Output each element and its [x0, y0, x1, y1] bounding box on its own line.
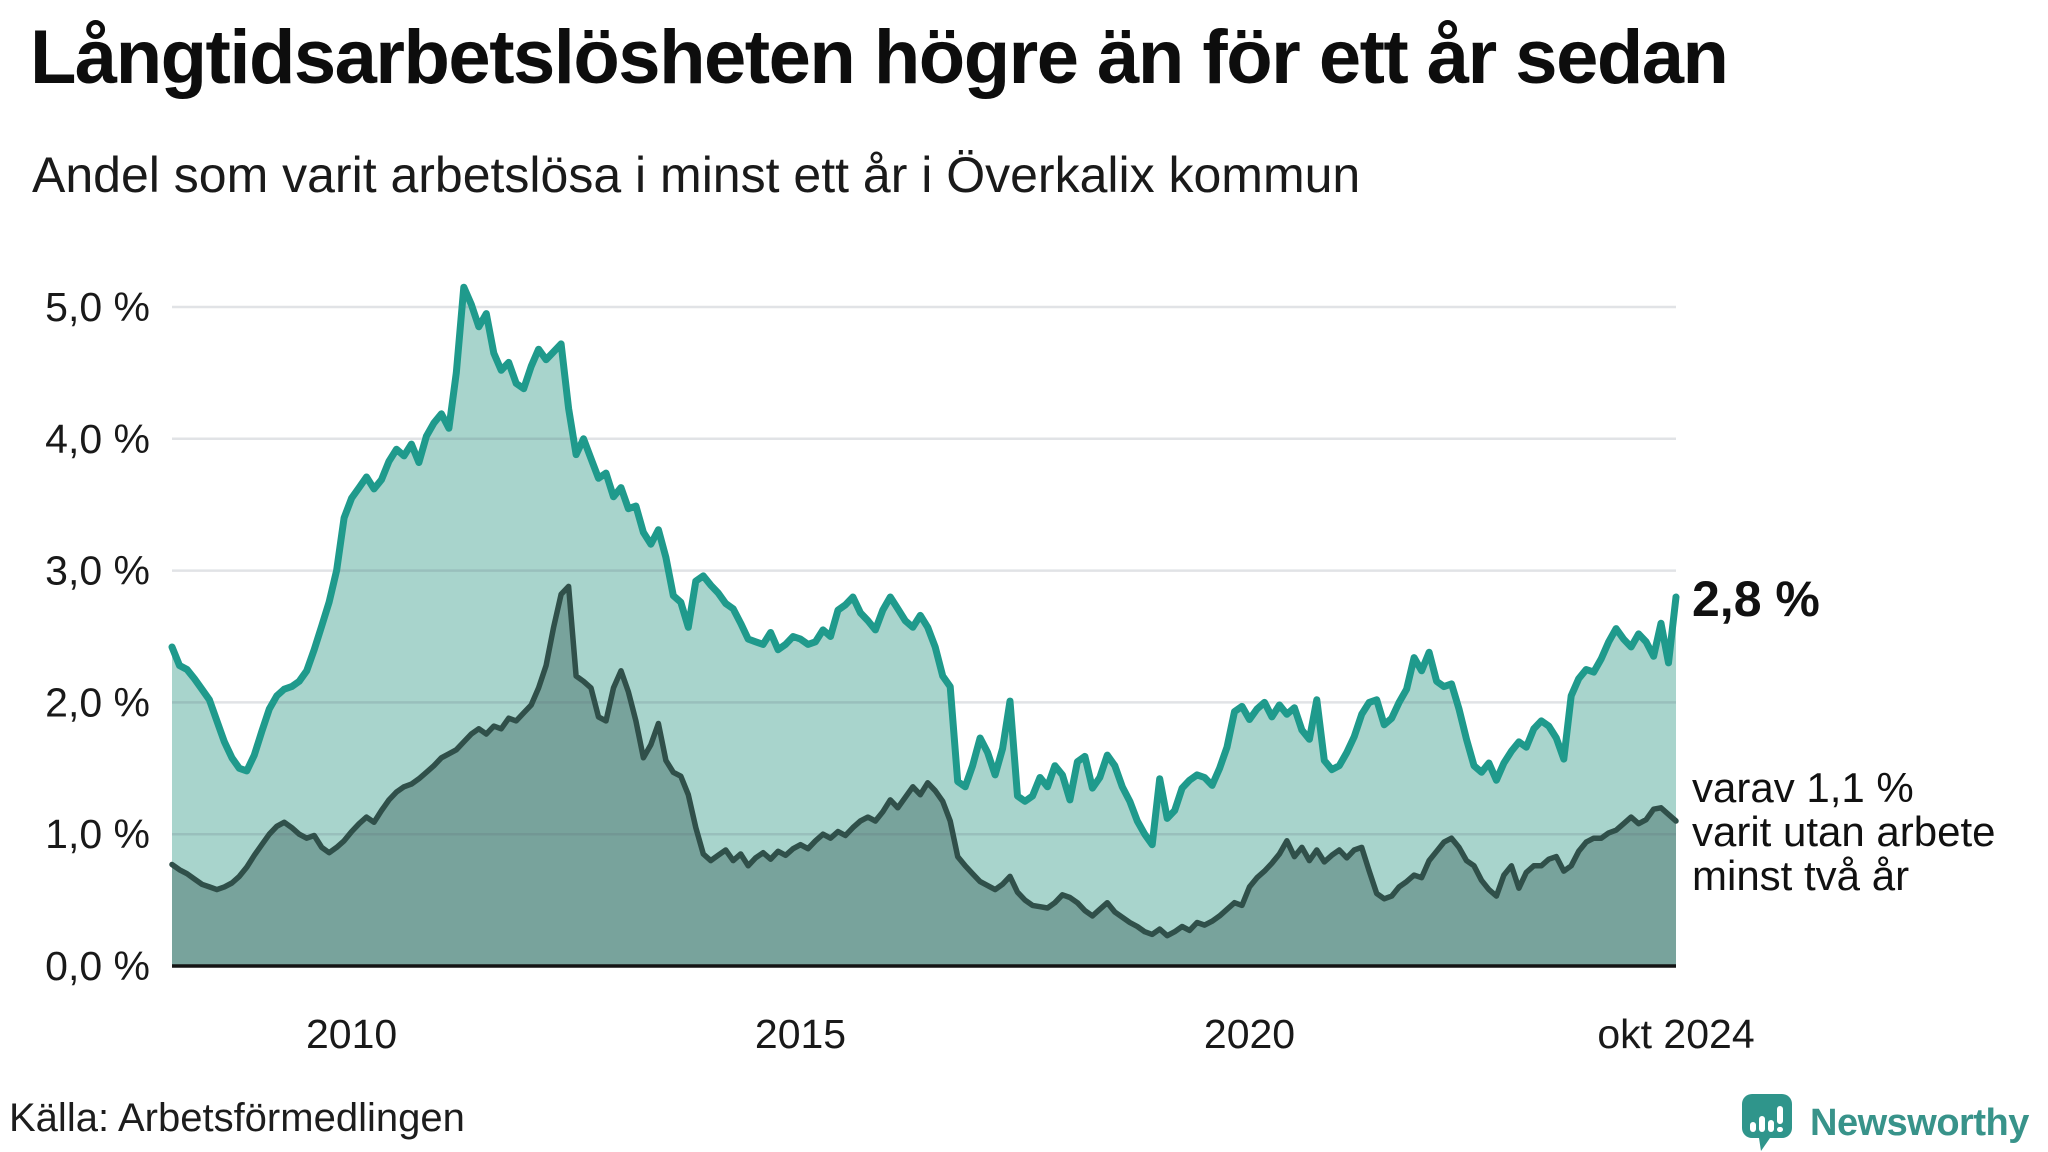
y-tick-label: 3,0 %: [45, 548, 150, 594]
secondary-series-annotation: varav 1,1 % varit utan arbete minst två …: [1692, 766, 1996, 898]
line-min-two-years: [169, 583, 1679, 939]
x-tick-label: 2015: [755, 1011, 846, 1057]
page-subtitle: Andel som varit arbetslösa i minst ett å…: [32, 147, 1361, 203]
source-label: Källa: Arbetsförmedlingen: [9, 1096, 465, 1140]
newsworthy-wordmark: Newsworthy: [1810, 1101, 2029, 1144]
y-tick-label: 0,0 %: [45, 943, 150, 989]
latest-value-label: 2,8 %: [1692, 571, 1820, 627]
y-tick-label: 1,0 %: [45, 811, 150, 857]
page-title: Långtidsarbetslösheten högre än för ett …: [30, 15, 1729, 100]
y-tick-label: 4,0 %: [45, 416, 150, 462]
annotation-line: minst två år: [1692, 852, 1910, 899]
annotation-line: varav 1,1 %: [1692, 764, 1914, 811]
x-tick-label: 2020: [1204, 1011, 1295, 1057]
y-tick-label: 2,0 %: [45, 679, 150, 725]
annotation-line: varit utan arbete: [1692, 808, 1996, 855]
newsworthy-branding: Newsworthy: [1742, 1094, 2029, 1152]
y-tick-label: 5,0 %: [45, 284, 150, 330]
line-min-one-year: [168, 283, 1680, 849]
area-fill-min-two-years: [172, 586, 1676, 966]
x-tick-label: okt 2024: [1597, 1011, 1754, 1057]
x-tick-label: 2010: [306, 1011, 397, 1057]
newsworthy-speech-bubble-chart-icon: [1742, 1094, 1792, 1151]
